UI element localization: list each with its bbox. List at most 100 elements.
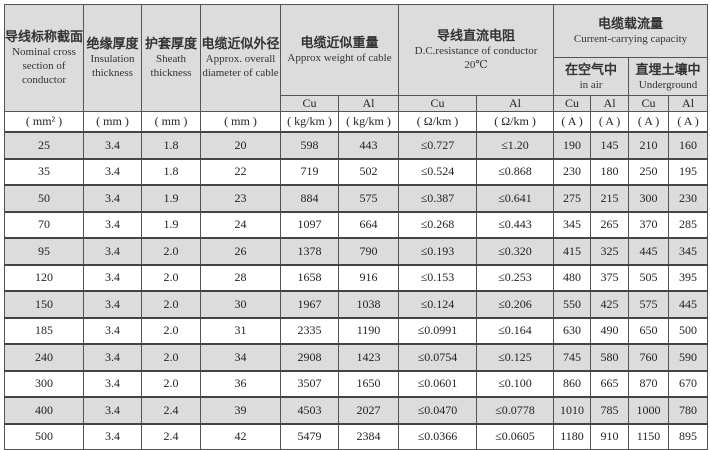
header-in-air: 在空气中 in air xyxy=(553,57,630,96)
table-cell: ≤0.0754 xyxy=(398,343,478,371)
table-row: 50 3.4 1.9 23 884 575 ≤0.387 ≤0.641 275 215 300 230 xyxy=(4,184,709,212)
table-cell: 195 xyxy=(668,158,709,186)
table-row: 120 3.4 2.0 28 1658 916 ≤0.153 ≤0.253 480 375 505 3… xyxy=(4,264,709,292)
table-cell: 719 xyxy=(280,158,339,186)
table-cell: 1.8 xyxy=(141,131,201,159)
unit: ( Ω/km ) xyxy=(398,111,478,133)
table-cell: 580 xyxy=(590,343,630,371)
header-weight: 电缆近似重量 Approx weight of cable xyxy=(279,4,400,96)
table-cell: 150 xyxy=(4,290,84,318)
table-cell: 2.4 xyxy=(141,396,201,424)
table-cell: 415 xyxy=(553,237,592,265)
header-nominal: 导线标称截面 Nominal cross section of conductor xyxy=(4,4,84,112)
table-cell: 31 xyxy=(200,317,281,345)
table-cell: 3507 xyxy=(280,370,339,398)
table-cell: ≤0.0366 xyxy=(398,423,478,450)
header-sheath: 护套厚度 Sheath thickness xyxy=(141,4,201,112)
unit: ( mm ) xyxy=(141,111,201,133)
table-cell: 2.0 xyxy=(141,370,201,398)
table-cell: 20 xyxy=(200,131,281,159)
table-cell: 760 xyxy=(628,343,670,371)
table-row: 240 3.4 2.0 34 2908 1423 ≤0.0754 ≤0.125 745 580 76… xyxy=(4,343,709,371)
table-cell: 345 xyxy=(668,237,709,265)
table-cell: 505 xyxy=(628,264,670,292)
header-capacity: 电缆载流量 Current-carrying capacity xyxy=(553,4,709,58)
table-cell: 630 xyxy=(553,317,592,345)
table-cell: 664 xyxy=(337,211,400,239)
table-cell: 39 xyxy=(200,396,281,424)
table-cell: 3.4 xyxy=(83,211,142,239)
table-cell: 1010 xyxy=(553,396,592,424)
table-cell: 500 xyxy=(4,423,84,450)
table-cell: 2335 xyxy=(280,317,339,345)
table-cell: 1180 xyxy=(553,423,592,450)
table-cell: 400 xyxy=(4,396,84,424)
header-resistance-cu: Cu xyxy=(398,95,478,112)
table-cell: 285 xyxy=(668,211,709,239)
table-cell: 3.4 xyxy=(83,370,142,398)
table-cell: ≤0.164 xyxy=(476,317,555,345)
table-cell: 300 xyxy=(628,184,670,212)
table-cell: 745 xyxy=(553,343,592,371)
table-cell: 24 xyxy=(200,211,281,239)
table-cell: 265 xyxy=(590,211,630,239)
table-cell: 2027 xyxy=(337,396,400,424)
table-cell: 1150 xyxy=(628,423,670,450)
table-cell: 1.9 xyxy=(141,184,201,212)
table-cell: ≤0.387 xyxy=(398,184,478,212)
table-cell: 785 xyxy=(590,396,630,424)
table-cell: ≤0.0601 xyxy=(398,370,478,398)
table-cell: 2.0 xyxy=(141,343,201,371)
table-cell: 445 xyxy=(628,237,670,265)
cable-spec-table: 导线标称截面 Nominal cross section of conductor… xyxy=(4,4,709,450)
unit: ( mm ) xyxy=(83,111,142,133)
unit: ( A ) xyxy=(668,111,709,133)
unit: ( A ) xyxy=(553,111,592,133)
table-cell: 443 xyxy=(337,131,400,159)
table-cell: ≤0.125 xyxy=(476,343,555,371)
table-cell: 3.4 xyxy=(83,158,142,186)
table-cell: ≤0.124 xyxy=(398,290,478,318)
table-row: 25 3.4 1.8 20 598 443 ≤0.727 ≤1.20 190 145 210 160 xyxy=(4,131,709,159)
table-cell: 160 xyxy=(668,131,709,159)
table-cell: 1967 xyxy=(280,290,339,318)
header-weight-cu: Cu xyxy=(280,95,339,112)
table-cell: 790 xyxy=(337,237,400,265)
table-cell: 665 xyxy=(590,370,630,398)
header-weight-al: Al xyxy=(337,95,400,112)
table-cell: 70 xyxy=(4,211,84,239)
table-row: 300 3.4 2.0 36 3507 1650 ≤0.0601 ≤0.100 860 665 87… xyxy=(4,370,709,398)
table-row: 35 3.4 1.8 22 719 502 ≤0.524 ≤0.868 230 180 250 195 xyxy=(4,158,709,186)
table-cell: 425 xyxy=(590,290,630,318)
table-cell: 1650 xyxy=(337,370,400,398)
table-cell: 345 xyxy=(553,211,592,239)
table-cell: 780 xyxy=(668,396,709,424)
table-cell: 3.4 xyxy=(83,396,142,424)
header-diameter: 电缆近似外径 Approx. overall diameter of cable xyxy=(200,4,281,112)
table-cell: 3.4 xyxy=(83,184,142,212)
units-row: ( mm² ) ( mm ) ( mm ) ( mm ) ( kg/km ) (… xyxy=(4,111,709,133)
table-cell: ≤0.320 xyxy=(476,237,555,265)
table-cell: ≤0.727 xyxy=(398,131,478,159)
table-cell: 5479 xyxy=(280,423,339,450)
table-row: 70 3.4 1.9 24 1097 664 ≤0.268 ≤0.443 345 265 370 28… xyxy=(4,211,709,239)
table-cell: ≤0.0605 xyxy=(476,423,555,450)
table-cell: ≤0.868 xyxy=(476,158,555,186)
table-cell: 910 xyxy=(590,423,630,450)
table-cell: 145 xyxy=(590,131,630,159)
table-cell: 3.4 xyxy=(83,237,142,265)
table-cell: 1038 xyxy=(337,290,400,318)
table-cell: ≤0.153 xyxy=(398,264,478,292)
table-cell: ≤0.524 xyxy=(398,158,478,186)
table-cell: 35 xyxy=(4,158,84,186)
table-cell: 3.4 xyxy=(83,290,142,318)
table-cell: 185 xyxy=(4,317,84,345)
table-cell: ≤0.641 xyxy=(476,184,555,212)
table-cell: 670 xyxy=(668,370,709,398)
table-cell: 120 xyxy=(4,264,84,292)
header-insulation: 绝缘厚度 Insulation thickness xyxy=(83,4,142,112)
unit: ( mm ) xyxy=(200,111,281,133)
unit: ( Ω/km ) xyxy=(476,111,555,133)
table-cell: 1423 xyxy=(337,343,400,371)
table-cell: 50 xyxy=(4,184,84,212)
